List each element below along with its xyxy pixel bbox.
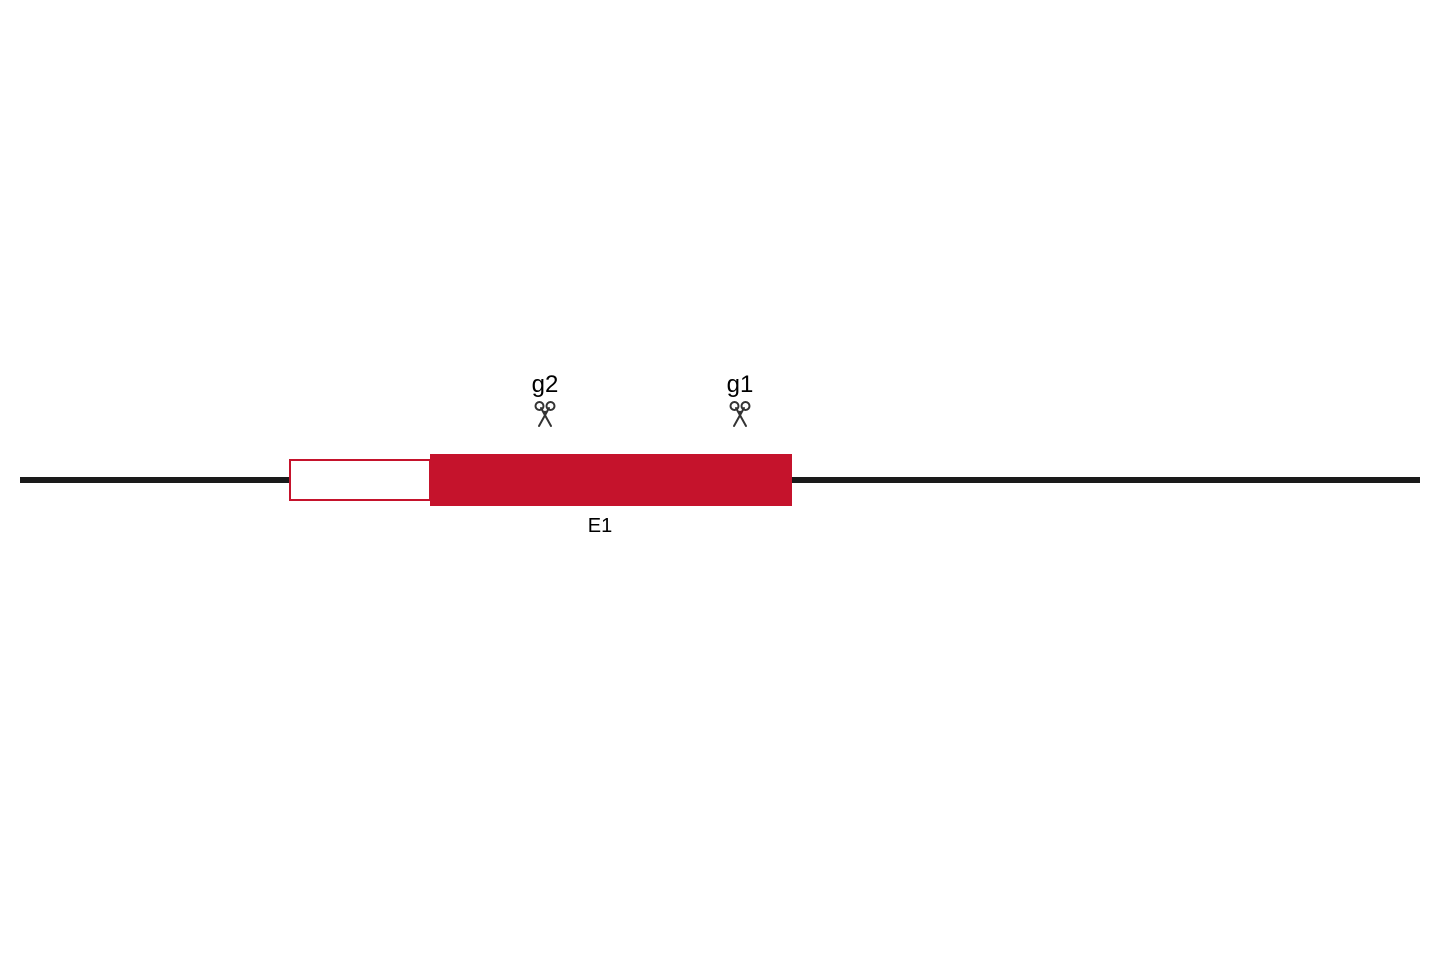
gene-diagram: E1 g2 g1 <box>0 0 1440 960</box>
guide-g1: g1 <box>727 371 754 426</box>
scissors-icon <box>536 402 555 426</box>
scissors-icon <box>731 402 750 426</box>
utr-box <box>290 460 430 500</box>
exon-box <box>430 454 792 506</box>
guide-markers: g2 g1 <box>532 371 754 426</box>
guide-label-g1: g1 <box>727 371 754 398</box>
guide-g2: g2 <box>532 371 559 426</box>
guide-label-g2: g2 <box>532 371 559 398</box>
exon-label: E1 <box>588 515 612 537</box>
